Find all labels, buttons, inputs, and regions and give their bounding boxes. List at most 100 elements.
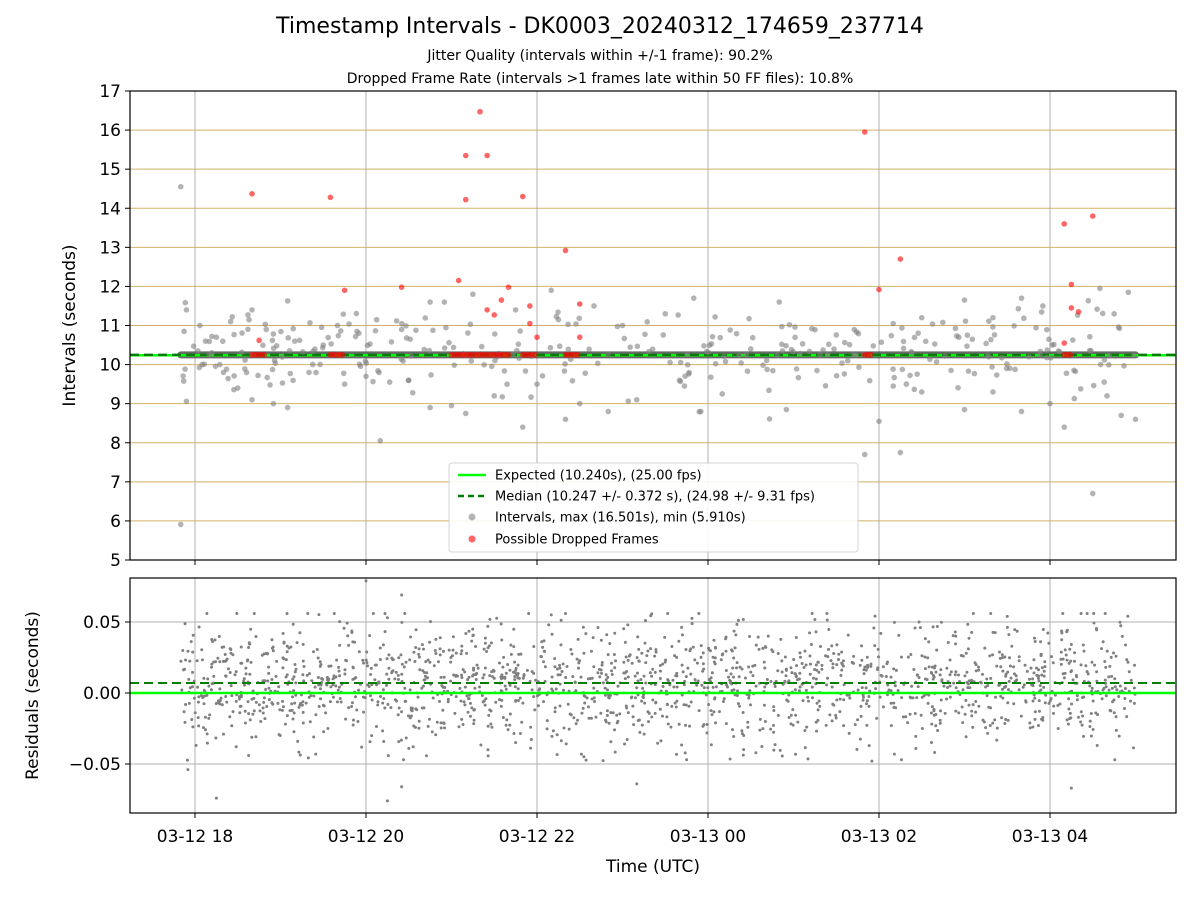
- residual-point: [601, 759, 605, 763]
- residual-point: [385, 657, 389, 661]
- residual-point: [780, 659, 784, 663]
- residual-point: [731, 728, 735, 732]
- residual-point: [894, 668, 898, 672]
- interval-point: [296, 337, 303, 344]
- residual-point: [1008, 664, 1012, 668]
- residual-point: [412, 650, 416, 654]
- residual-point: [771, 650, 775, 654]
- residual-point: [558, 682, 562, 686]
- residual-point: [494, 700, 498, 704]
- residual-point: [335, 700, 339, 704]
- residual-point: [503, 684, 507, 688]
- dropped-point: [249, 190, 255, 197]
- residual-point: [999, 665, 1003, 669]
- interval-point: [1094, 306, 1100, 312]
- residual-point: [1110, 686, 1114, 690]
- interval-point: [262, 321, 269, 328]
- residual-point: [266, 679, 270, 683]
- dropped-point: [527, 303, 533, 309]
- residual-point: [350, 629, 354, 633]
- residual-point: [190, 685, 194, 689]
- residual-point: [247, 712, 251, 716]
- residual-point: [291, 695, 295, 699]
- residual-point: [733, 646, 737, 650]
- residual-point: [963, 712, 967, 716]
- residual-point: [267, 686, 271, 690]
- interval-point: [238, 349, 245, 356]
- residual-point: [252, 696, 256, 700]
- residual-point: [400, 620, 404, 624]
- residual-point: [765, 677, 769, 681]
- residual-point: [514, 666, 518, 670]
- residual-point: [1071, 678, 1075, 682]
- residual-point: [658, 676, 662, 680]
- residual-point: [592, 699, 596, 703]
- residual-point: [371, 611, 375, 615]
- residual-point: [347, 643, 351, 647]
- residual-point: [779, 637, 783, 641]
- residual-point: [754, 751, 758, 755]
- interval-point: [206, 352, 213, 358]
- residual-point: [220, 703, 224, 707]
- residual-point: [487, 644, 491, 648]
- residual-point: [684, 648, 688, 652]
- residual-point: [514, 741, 518, 745]
- residual-point: [414, 646, 418, 650]
- interval-point: [890, 320, 897, 327]
- residual-point: [1059, 657, 1063, 661]
- residual-point: [409, 635, 413, 639]
- residual-point: [243, 721, 247, 725]
- residual-point: [1113, 685, 1117, 689]
- residual-point: [381, 688, 385, 692]
- residual-point: [397, 656, 401, 660]
- residual-point: [625, 706, 629, 710]
- residual-point: [566, 702, 570, 706]
- residual-point: [915, 696, 919, 700]
- x-tick-label: 03-12 20: [328, 827, 404, 847]
- residual-point: [290, 702, 294, 706]
- interval-point: [388, 339, 395, 345]
- residual-point: [864, 668, 868, 672]
- residual-point: [558, 673, 562, 677]
- residual-point: [912, 667, 916, 671]
- residual-point: [451, 648, 455, 652]
- residual-point: [649, 614, 653, 618]
- residual-point: [680, 743, 684, 747]
- interval-point: [1063, 370, 1070, 377]
- residual-point: [747, 665, 751, 669]
- residual-point: [675, 671, 679, 675]
- residual-point: [847, 731, 851, 735]
- residual-point: [201, 726, 205, 730]
- interval-point: [722, 358, 729, 365]
- residual-point: [406, 714, 410, 718]
- interval-point: [467, 321, 474, 328]
- residual-point: [640, 723, 644, 727]
- residual-point: [353, 695, 357, 699]
- residual-point: [806, 695, 810, 699]
- residual-point: [631, 715, 635, 719]
- residual-point: [218, 660, 222, 664]
- residual-point: [695, 683, 699, 687]
- residual-point: [381, 701, 385, 705]
- residual-point: [596, 626, 600, 630]
- residual-point: [726, 685, 730, 689]
- interval-point: [1012, 366, 1018, 373]
- residual-point: [731, 666, 735, 670]
- residual-point: [603, 693, 607, 697]
- residual-point: [1079, 611, 1083, 615]
- residual-point: [308, 720, 312, 724]
- residual-point: [1047, 641, 1051, 645]
- interval-point: [833, 372, 840, 379]
- residual-point: [808, 631, 812, 635]
- residual-point: [1068, 711, 1072, 715]
- residual-point: [1068, 716, 1072, 720]
- interval-point: [1015, 305, 1022, 312]
- residual-point: [365, 661, 369, 665]
- residual-point: [991, 721, 995, 725]
- residual-point: [735, 694, 739, 698]
- interval-point: [964, 332, 971, 339]
- interval-point: [320, 342, 327, 348]
- interval-point: [428, 372, 434, 378]
- residual-point: [910, 684, 914, 688]
